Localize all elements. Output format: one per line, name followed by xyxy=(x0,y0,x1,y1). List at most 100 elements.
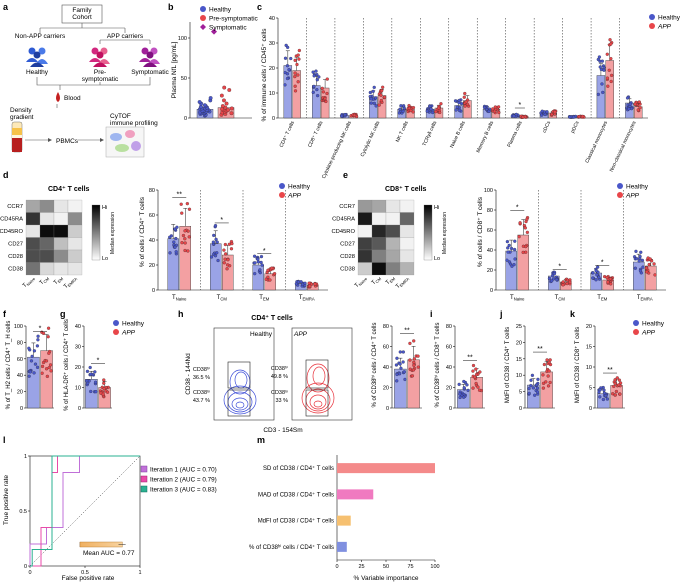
panel-label-f: f xyxy=(3,309,7,319)
heatmap-row-label: CD45RA xyxy=(0,217,23,223)
healthy-point xyxy=(285,76,290,81)
healthy-point xyxy=(89,372,93,376)
healthy-point xyxy=(214,237,218,241)
healthy-point xyxy=(543,112,547,117)
app-point xyxy=(293,71,297,75)
healthy-point xyxy=(27,346,31,350)
roc-legend-marker-1 xyxy=(140,465,148,473)
c-category-label: TCRγδ cells xyxy=(422,120,439,147)
flow-app-label: APP xyxy=(293,331,308,338)
app-point xyxy=(183,241,187,245)
healthy-point xyxy=(312,74,316,78)
importance-bar xyxy=(337,515,351,526)
roc-x-tick-label: 0.5 xyxy=(81,570,89,576)
heatmap-cell xyxy=(39,249,55,263)
legend-g-app-marker xyxy=(113,329,119,335)
heatmap-col-label: TCM xyxy=(39,275,51,287)
flow-healthy-hi-label: CD38ʰⁱ xyxy=(193,366,210,373)
blood-label: Blood xyxy=(64,95,81,102)
app-point xyxy=(577,114,581,119)
heatmap-cell xyxy=(67,224,83,238)
app-point xyxy=(553,110,557,114)
healthy-point xyxy=(639,250,643,254)
c-category-label: Memory B cells xyxy=(475,120,495,154)
app-point xyxy=(223,257,227,261)
healthy-point xyxy=(286,45,290,49)
importance-xlabel: % Variable importance xyxy=(354,575,419,582)
importance-bar xyxy=(337,463,435,474)
roc-ylabel: True positive rate xyxy=(3,475,10,525)
importance-category-label: SD of CD38 / CD4⁺ T cells xyxy=(263,465,334,472)
healthy-point xyxy=(36,334,40,338)
heatmap-cell xyxy=(385,224,401,238)
healthy-point xyxy=(93,370,97,374)
healthy-point xyxy=(552,272,557,276)
healthy-point xyxy=(598,65,602,69)
healthy-point xyxy=(256,260,260,264)
healthy-point xyxy=(85,379,89,383)
small-y-tick-label: 60 xyxy=(383,345,389,351)
importance-category-label: MdFI of CD38 / CD4⁺ T cells xyxy=(258,518,334,525)
heatmap-cell xyxy=(53,212,69,226)
heatmap-cell xyxy=(371,199,387,213)
heatmap-cell xyxy=(371,249,387,263)
small-y-tick-label: 60 xyxy=(17,357,23,363)
healthy-point xyxy=(315,87,319,92)
healthy-point xyxy=(640,258,645,263)
app-point xyxy=(618,392,622,396)
healthy-point xyxy=(458,392,462,396)
small-y-tick-label: 10 xyxy=(586,365,592,371)
healthy-point xyxy=(89,389,93,394)
legend-g-app: APP xyxy=(121,330,136,337)
app-point xyxy=(183,237,187,241)
healthy-point xyxy=(506,246,510,250)
app-point xyxy=(46,326,51,330)
c-category-label: Cytolytic NK cells xyxy=(360,120,382,158)
heatmap-row-label: CD28 xyxy=(340,254,355,260)
c-y-tick-label: 20 xyxy=(269,66,275,72)
sub-y-tick-label: 0 xyxy=(490,288,493,294)
legend-e-healthy-marker xyxy=(617,183,623,189)
healthy-group-label: Healthy xyxy=(26,69,49,76)
app-point xyxy=(409,108,413,113)
app-point xyxy=(653,273,657,277)
healthy-point xyxy=(175,225,179,229)
healthy-point xyxy=(506,250,510,254)
healthy-point xyxy=(514,112,518,117)
healthy-point xyxy=(212,233,216,238)
legend-k-healthy: Healthy xyxy=(642,321,665,328)
panel-i-chart: 0 20 40 60 80 ** xyxy=(446,324,485,412)
small-y-tick-label: 80 xyxy=(17,340,23,346)
panel-f-ylabel: % of T_H2 cells / CD4⁺ T_H cells xyxy=(5,321,12,410)
heatmap-row-label: CD38 xyxy=(8,267,23,273)
small-y-tick-label: 20 xyxy=(516,340,522,346)
panel-label-h: h xyxy=(178,309,184,319)
app-point xyxy=(226,258,230,262)
panel-k-ylabel: MdFI of CD38 / CD8⁺ T cells xyxy=(574,327,581,403)
c-category-label: Non-classical monocytes xyxy=(609,120,638,173)
app-point xyxy=(605,275,609,280)
app-point xyxy=(295,62,299,67)
app-point xyxy=(47,351,51,355)
app-point xyxy=(547,369,551,373)
flow-healthy-lo-label: CD38ˡᵒ xyxy=(193,389,210,396)
pre-symptomatic-point xyxy=(229,111,234,116)
app-point xyxy=(296,73,300,77)
app-point xyxy=(416,365,420,369)
sig-star: * xyxy=(516,204,519,211)
app-point xyxy=(645,270,649,274)
app-point xyxy=(411,368,416,372)
legend-b-symptomatic: Symptomatic xyxy=(209,25,247,32)
c-category-label: Cytokine-producing NK cells xyxy=(321,120,353,180)
heatmap-scale-lo: Lo xyxy=(434,256,440,262)
healthy-point xyxy=(256,257,260,261)
heatmap-row-label: CD38 xyxy=(340,267,355,273)
heatmap-cell xyxy=(39,224,55,238)
pre-symptomatic-group-label: Pre-symptomatic xyxy=(82,69,119,83)
healthy-point xyxy=(369,97,373,101)
flow-title: CD4⁺ T cells xyxy=(251,314,293,322)
heatmap-cell xyxy=(67,199,83,213)
app-point xyxy=(187,207,192,211)
healthy-point xyxy=(535,386,540,390)
panel-h-ylabel: % of CD38ʰⁱ cells / CD4⁺ T cells xyxy=(371,322,378,407)
